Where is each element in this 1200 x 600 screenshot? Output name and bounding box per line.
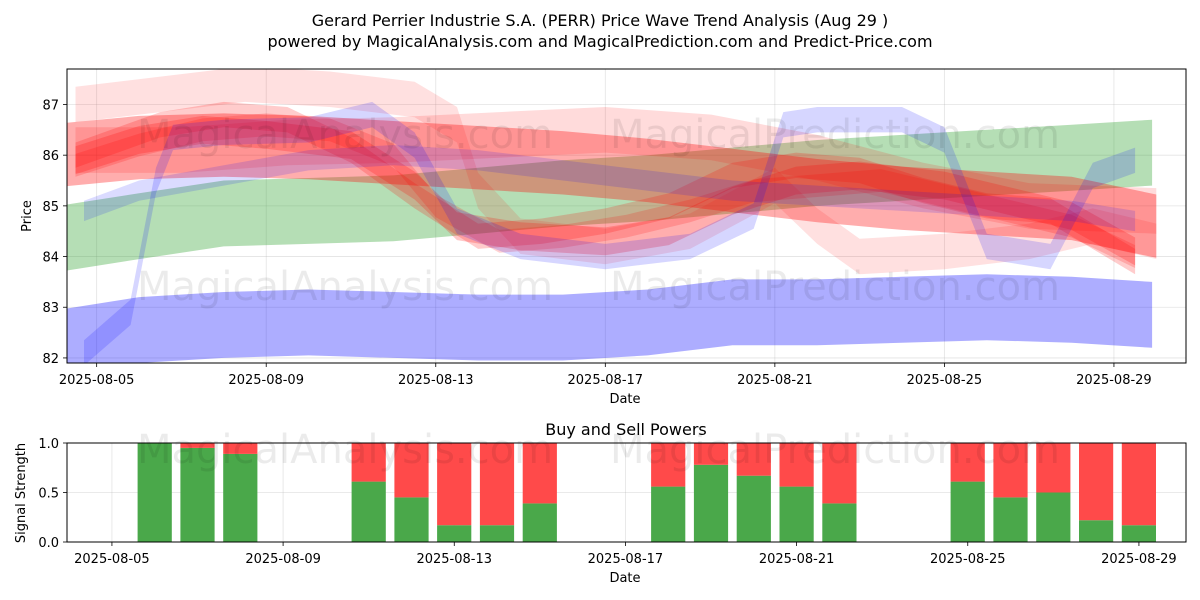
price-y-label: Price (20, 200, 35, 232)
signal-x-tick-label: 2025-08-17 (588, 552, 664, 567)
price-x-tick-label: 2025-08-09 (228, 373, 304, 388)
buy-bar (394, 497, 429, 542)
signal-x-tick-label: 2025-08-21 (759, 552, 835, 567)
signal-y-tick-label: 0.5 (38, 487, 59, 502)
buy-bar (651, 486, 686, 542)
buy-bar (1121, 525, 1156, 542)
signal-x-ticks: 2025-08-05 2025-08-09 2025-08-13 2025-08-17… (74, 542, 1177, 567)
buy-bar (736, 475, 771, 542)
watermark-text: MagicalPrediction.com (610, 264, 1060, 310)
price-wave-band-2 (67, 113, 1157, 258)
price-wave-band-9 (84, 145, 1136, 232)
price-wave-band-6 (75, 69, 1157, 275)
signal-y-label: Signal Strength (14, 443, 29, 543)
buy-bar (993, 497, 1028, 542)
signal-x-tick-label: 2025-08-09 (245, 552, 321, 567)
buy-bar (1036, 492, 1071, 542)
price-wave-band-7 (75, 107, 1157, 234)
price-axes-frame (66, 68, 1187, 364)
price-wave-panel: MagicalAnalysis.com MagicalPrediction.com… (20, 68, 1187, 407)
price-wave-band-4 (75, 101, 1136, 275)
sell-bar (1079, 443, 1114, 521)
sell-bar (437, 443, 472, 526)
sell-bar (822, 443, 857, 504)
sell-bar (223, 443, 258, 454)
signal-title: Buy and Sell Powers (545, 420, 707, 439)
price-y-tick-label: 85 (42, 200, 59, 215)
signal-watermark: MagicalAnalysis.com MagicalPrediction.com (137, 427, 1060, 473)
buy-bar (437, 525, 472, 542)
sell-bar (1121, 443, 1156, 526)
buy-bar (351, 481, 386, 542)
signal-x-tick-label: 2025-08-13 (416, 552, 492, 567)
price-wave-band-5 (75, 113, 1136, 269)
sell-bar (351, 443, 386, 482)
signal-panel: Buy and Sell Powers MagicalAnalysis.com M… (14, 420, 1187, 586)
sell-bar (651, 443, 686, 487)
buy-bar (693, 464, 729, 542)
price-y-tick-label: 84 (42, 251, 59, 266)
signal-bars (137, 443, 1156, 542)
buy-bar (522, 503, 557, 542)
price-y-tick-label: 82 (42, 352, 59, 367)
price-bands (67, 69, 1157, 363)
watermark-text: MagicalAnalysis.com (137, 427, 553, 473)
price-y-ticks: 82 83 84 85 86 87 (42, 98, 67, 367)
sell-bar (522, 443, 557, 504)
signal-x-tick-label: 2025-08-05 (74, 552, 150, 567)
price-x-tick-label: 2025-08-17 (568, 373, 644, 388)
watermark-text: MagicalAnalysis.com (137, 112, 553, 158)
sell-bar (950, 443, 985, 482)
price-y-tick-label: 87 (42, 98, 59, 113)
price-y-tick-label: 86 (42, 149, 59, 164)
buy-bar (1079, 520, 1114, 542)
signal-x-label: Date (609, 571, 640, 586)
sell-bar (479, 443, 515, 526)
buy-bar (779, 486, 814, 542)
sell-bar (736, 443, 771, 476)
price-x-ticks: 2025-08-05 2025-08-09 2025-08-13 2025-08-17… (59, 363, 1152, 388)
price-x-tick-label: 2025-08-21 (737, 373, 813, 388)
price-grid (67, 69, 1186, 363)
price-x-tick-label: 2025-08-29 (1076, 373, 1152, 388)
sell-bar (993, 443, 1028, 498)
price-watermark: MagicalAnalysis.com MagicalPrediction.com… (137, 112, 1060, 310)
price-x-tick-label: 2025-08-05 (59, 373, 135, 388)
buy-bar (180, 447, 215, 542)
watermark-text: MagicalAnalysis.com (137, 264, 553, 310)
sell-bar (1036, 443, 1071, 493)
signal-x-tick-label: 2025-08-29 (1101, 552, 1177, 567)
buy-bar (137, 443, 172, 542)
price-wave-band-8 (84, 101, 1136, 363)
chart-title-line1: Gerard Perrier Industrie S.A. (PERR) Pri… (312, 11, 889, 30)
watermark-text: MagicalPrediction.com (610, 427, 1060, 473)
buy-bar (223, 453, 258, 542)
signal-y-tick-label: 0.0 (38, 536, 59, 551)
price-wave-band-3 (75, 115, 1136, 266)
buy-bar (950, 481, 985, 542)
price-wave-band-1 (67, 274, 1153, 363)
price-y-tick-label: 83 (42, 301, 59, 316)
signal-x-tick-label: 2025-08-25 (930, 552, 1006, 567)
buy-bar (822, 503, 857, 542)
sell-bar (693, 443, 729, 465)
watermark-text: MagicalPrediction.com (610, 112, 1060, 158)
sell-bar (394, 443, 429, 498)
buy-bar (479, 525, 515, 542)
price-x-label: Date (609, 392, 640, 407)
sell-bar (180, 443, 215, 448)
sell-bar (779, 443, 814, 487)
chart-title-line2: powered by MagicalAnalysis.com and Magic… (267, 32, 932, 51)
price-wave-band-0 (67, 119, 1153, 271)
signal-y-tick-label: 1.0 (38, 437, 59, 452)
signal-y-ticks: 0.0 0.5 1.0 (38, 437, 67, 551)
price-x-tick-label: 2025-08-13 (398, 373, 474, 388)
price-x-tick-label: 2025-08-25 (907, 373, 983, 388)
